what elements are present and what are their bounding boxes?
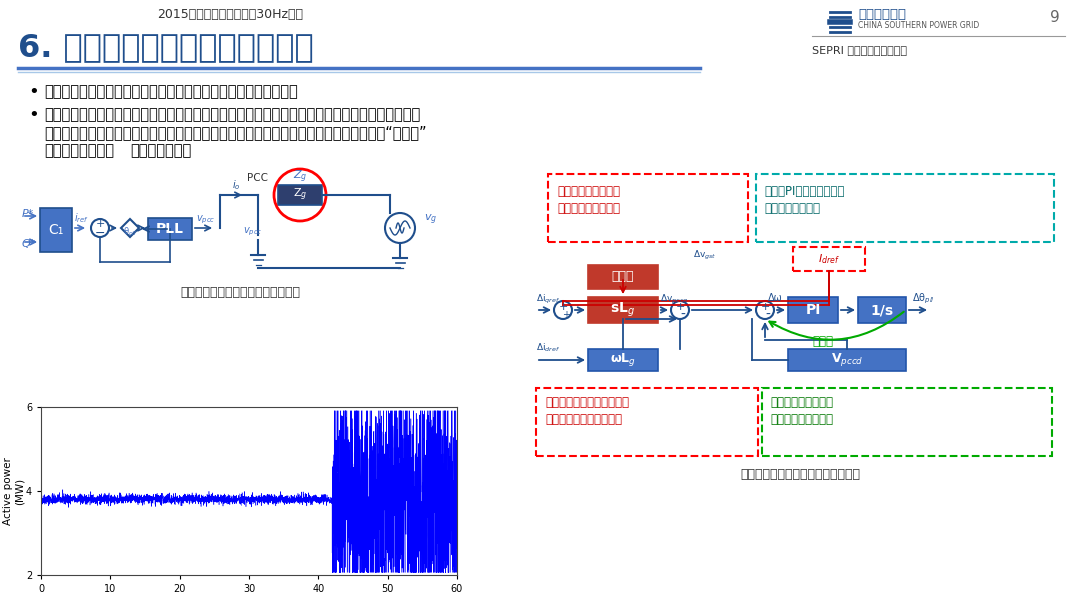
Text: 对稳定性影响不同: 对稳定性影响不同 <box>764 202 820 215</box>
Text: 运行功率越高，正反: 运行功率越高，正反 <box>557 185 620 198</box>
Text: +: + <box>558 302 568 312</box>
Text: +: + <box>675 302 685 312</box>
Text: CHINA SOUTHERN POWER GRID: CHINA SOUTHERN POWER GRID <box>858 21 980 30</box>
Text: PI: PI <box>806 303 821 317</box>
Text: 负反馈: 负反馈 <box>812 335 833 348</box>
Bar <box>278 185 322 205</box>
Text: 系统电压越稳，负反: 系统电压越稳，负反 <box>770 396 833 409</box>
Bar <box>548 174 748 242</box>
Text: ωL$_g$: ωL$_g$ <box>610 351 636 368</box>
Text: I$_{dref}$: I$_{dref}$ <box>818 252 840 266</box>
Bar <box>858 297 906 323</box>
Text: 网系统下，电网阻抗较大，随着变流器输出功率的增加，并网点电压大幅波动，可能导致“锁不住”: 网系统下，电网阻抗较大，随着变流器输出功率的增加，并网点电压大幅波动，可能导致“… <box>44 125 427 140</box>
Text: Δv$_{gst}$: Δv$_{gst}$ <box>693 249 716 263</box>
Text: v$_{pcc}$: v$_{pcc}$ <box>195 213 216 226</box>
Text: Z$_g$: Z$_g$ <box>293 187 307 203</box>
Text: -: - <box>680 308 686 322</box>
Text: 馈越强，越容易稳定: 馈越强，越容易稳定 <box>770 413 833 426</box>
Text: 9: 9 <box>1050 10 1059 26</box>
Text: Δω: Δω <box>768 293 783 303</box>
Text: −: − <box>95 227 105 240</box>
Text: 正反馈: 正反馈 <box>611 271 634 283</box>
Text: PLL: PLL <box>156 222 184 236</box>
Bar <box>788 297 838 323</box>
Bar <box>588 349 658 371</box>
Text: +: + <box>95 219 105 229</box>
Text: 6. 跟网型储能变流器的锁相技术: 6. 跟网型储能变流器的锁相技术 <box>18 32 314 63</box>
Bar <box>40 208 72 252</box>
Text: Z$_g$: Z$_g$ <box>293 168 308 185</box>
Text: Δθ$_{pll}$: Δθ$_{pll}$ <box>912 291 935 306</box>
Text: Q*: Q* <box>22 239 37 249</box>
Text: 电网越弱，电网阻抗越大，: 电网越弱，电网阻抗越大， <box>545 396 629 409</box>
Text: C₁: C₁ <box>49 223 64 237</box>
Text: 2015年，中国西部某风圶30Hz振荡: 2015年，中国西部某风圶30Hz振荡 <box>157 9 303 21</box>
Bar <box>148 218 192 240</box>
Text: i$_{ref}$: i$_{ref}$ <box>75 211 89 225</box>
Text: •: • <box>28 83 39 101</box>
Text: 馈越强，越容易失稳: 馈越强，越容易失稳 <box>557 202 620 215</box>
Text: Δi$_{dref}$: Δi$_{dref}$ <box>536 342 561 354</box>
Text: 变流器振荡脱网: 变流器振荡脱网 <box>131 143 191 159</box>
Text: 锁相环受系统强弱和功率水平的影响: 锁相环受系统强弱和功率水平的影响 <box>740 469 860 482</box>
Text: 的问题，甚至引发: 的问题，甚至引发 <box>44 143 114 159</box>
Text: P*: P* <box>22 209 35 219</box>
Text: θ$_{pll}$: θ$_{pll}$ <box>123 226 137 238</box>
Text: 跟网型变流器并网系统简化等效电路: 跟网型变流器并网系统简化等效电路 <box>180 286 300 299</box>
Text: SEPRI 南方电网科学研究院: SEPRI 南方电网科学研究院 <box>812 45 907 55</box>
Text: •: • <box>28 106 39 124</box>
Text: i$_o$: i$_o$ <box>232 178 241 192</box>
Bar <box>536 388 758 456</box>
Text: v$_{pcc}$: v$_{pcc}$ <box>243 226 262 238</box>
Text: 正反馈越强，越容易失稳: 正反馈越强，越容易失稳 <box>545 413 622 426</box>
Bar <box>588 265 658 289</box>
Text: sL$_g$: sL$_g$ <box>610 301 635 319</box>
Text: 中国南方电网: 中国南方电网 <box>858 7 906 21</box>
Y-axis label: Active power
(MW): Active power (MW) <box>3 457 25 525</box>
Text: 锁相环实现稳定锁相的前提条件是需要一个相对稳定的并网点电压: 锁相环实现稳定锁相的前提条件是需要一个相对稳定的并网点电压 <box>44 85 298 100</box>
Bar <box>756 174 1054 242</box>
Text: 锁相环PI根据电网强弱，: 锁相环PI根据电网强弱， <box>764 185 845 198</box>
Text: +: + <box>760 302 770 312</box>
Bar <box>793 247 865 271</box>
Bar <box>588 297 658 323</box>
Text: +: + <box>562 310 570 320</box>
Text: V$_{pccd}$: V$_{pccd}$ <box>831 351 863 368</box>
Text: 1/s: 1/s <box>870 303 893 317</box>
Bar <box>788 349 906 371</box>
Text: PCC: PCC <box>247 173 269 183</box>
Text: 跟网型控制外特性为电流源，锁相环跟踪的并网点电压会随着变流器输出电流的变化波动；在弱电: 跟网型控制外特性为电流源，锁相环跟踪的并网点电压会随着变流器输出电流的变化波动；… <box>44 108 420 122</box>
Text: v$_g$: v$_g$ <box>424 212 437 227</box>
Text: Δi$_{qref}$: Δi$_{qref}$ <box>536 292 561 305</box>
Text: Δv$_{pccq}$: Δv$_{pccq}$ <box>660 292 688 305</box>
Bar <box>762 388 1052 456</box>
Text: -: - <box>766 308 770 322</box>
